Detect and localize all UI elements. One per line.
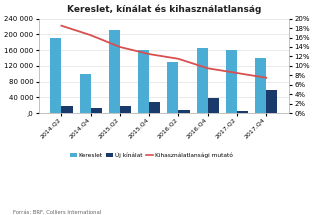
Bar [178, 110, 190, 113]
Bar [255, 58, 266, 113]
Bar [167, 62, 178, 113]
Bar [109, 31, 120, 113]
Kihasználatlansági mutató [147, 53, 151, 55]
Kihasználatlansági mutató [176, 58, 180, 60]
Bar [50, 38, 62, 113]
Text: Forrás: BRF, Colliers International: Forrás: BRF, Colliers International [13, 210, 101, 215]
Bar [197, 48, 208, 113]
Legend: Kereslet, Új kínálat, Kihasználatlansági mutató: Kereslet, Új kínálat, Kihasználatlansági… [70, 152, 233, 158]
Bar [138, 50, 149, 113]
Kihasználatlansági mutató [118, 46, 122, 48]
Bar [62, 106, 73, 113]
Bar [91, 108, 102, 113]
Bar [226, 50, 237, 113]
Kihasználatlansági mutató [60, 25, 63, 27]
Bar [79, 74, 91, 113]
Bar [208, 98, 219, 113]
Kihasználatlansági mutató [206, 67, 209, 70]
Bar [266, 90, 277, 113]
Bar [120, 106, 131, 113]
Line: Kihasználatlansági mutató: Kihasználatlansági mutató [62, 26, 266, 78]
Kihasználatlansági mutató [89, 34, 93, 37]
Bar [237, 111, 248, 113]
Kihasználatlansági mutató [235, 72, 239, 74]
Bar [149, 102, 160, 113]
Kihasználatlansági mutató [264, 77, 268, 79]
Title: Kereslet, kínálat és kihasználatlanság: Kereslet, kínálat és kihasználatlanság [67, 4, 261, 14]
